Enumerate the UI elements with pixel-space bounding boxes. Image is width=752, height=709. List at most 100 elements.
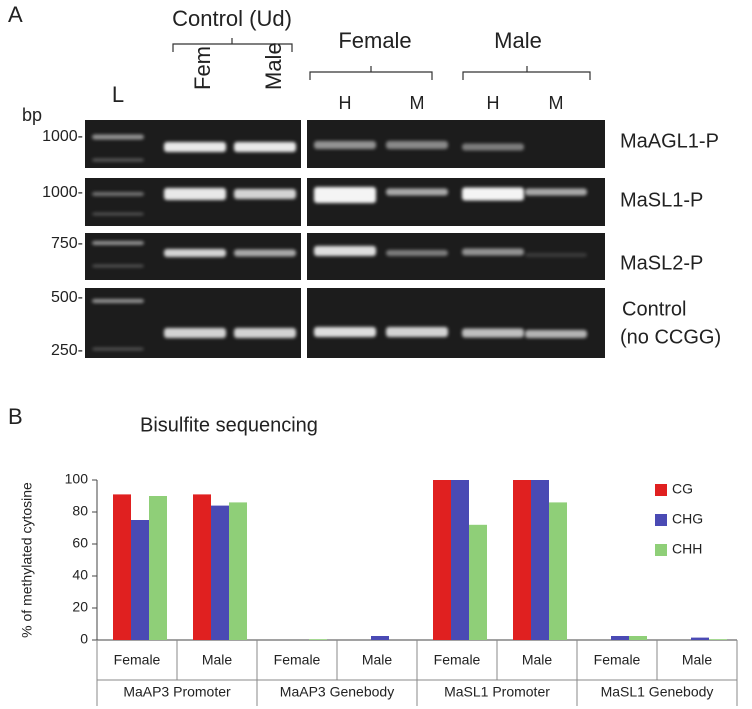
gel-band [314,246,376,256]
gel-band [92,192,144,196]
y-tick-label: 60 [72,535,88,551]
gel-band [386,141,448,149]
bar [611,636,629,640]
gel-band [234,328,296,338]
lane-label: Fem [190,46,215,90]
group-label: Control (Ud) [172,6,292,31]
lane-label: L [112,82,124,107]
size-marker: 750- [51,235,83,252]
size-marker: 1000- [42,184,83,201]
gel-lane-block [307,288,605,358]
row-label: Control [622,298,686,320]
gel-band [525,253,587,257]
group-label: MaSL1 Promoter [444,684,550,700]
lane-label: Male [261,42,286,90]
bar [131,520,149,640]
bar [193,494,211,640]
gel-band [462,143,524,151]
gel-band [386,250,448,256]
y-tick-label: 0 [80,631,88,647]
gel-lane-block [85,178,301,226]
y-tick-label: 100 [65,471,89,487]
gel-band [462,248,524,256]
gel-band [314,187,376,203]
group-label: MaAP3 Promoter [123,684,231,700]
gel-band [386,327,448,337]
bar [629,636,647,640]
chart-title: Bisulfite sequencing [140,414,318,436]
x-tick-label: Male [362,652,393,668]
brackets [172,38,591,80]
x-tick-label: Female [434,652,481,668]
x-tick-label: Male [522,652,553,668]
bar [531,480,549,640]
chart: 0 20 40 60 80 100 Female Male Female Male Female Ma… [65,471,738,706]
lane-label: H [339,93,352,113]
row-label: (no CCGG) [620,326,721,348]
bar [513,480,531,640]
gel-band [92,264,144,268]
x-tick-label: Male [202,652,233,668]
bar [691,637,709,640]
bar [433,480,451,640]
x-tick-label: Male [682,652,713,668]
bar [709,639,727,640]
y-tick-label: 80 [72,503,88,519]
lane-label: M [549,93,564,113]
bar [211,505,229,640]
legend-swatch [655,544,667,556]
legend-label: CG [672,481,693,497]
y-axis-label: % of methylated cytosine [19,482,35,638]
gel-band [314,141,376,149]
gel-band [525,188,587,196]
size-marker: 1000- [42,128,83,145]
bar [469,524,487,640]
y-tick-label: 40 [72,567,88,583]
gel-band [92,347,144,351]
gel-band [234,142,296,152]
gel-band [92,241,144,245]
bar [149,496,167,640]
row-label: MaAGL1-P [620,130,719,152]
gel-band [314,327,376,337]
bar [451,480,469,640]
bar [549,502,567,640]
bar [309,639,327,640]
gel-band [234,249,296,257]
size-marker: 500- [51,289,83,306]
x-tick-label: Female [114,652,161,668]
unit-label: bp [22,105,42,125]
lane-label: H [487,93,500,113]
gel-image [85,120,605,358]
row-label: MaSL2-P [620,252,703,274]
gel-band [164,328,226,338]
gel-band [462,187,524,201]
gel-band [92,212,144,216]
gel-band [92,299,144,303]
bar [113,494,131,640]
group-label: Female [338,28,411,53]
gel-band [525,330,587,338]
gel-band [164,142,226,152]
gel-band [164,249,226,257]
x-tick-label: Female [594,652,641,668]
bar [229,502,247,640]
gel-band [386,188,448,196]
gel-band [462,328,524,338]
row-label: MaSL1-P [620,189,703,211]
y-tick-label: 20 [72,599,88,615]
legend-swatch [655,514,667,526]
bar [371,636,389,640]
group-label: MaSL1 Genebody [601,684,714,700]
gel-band [164,188,226,200]
group-label: MaAP3 Genebody [280,684,394,700]
group-label: Male [494,28,542,53]
gel-band [234,189,296,199]
gel-band [92,158,144,162]
size-marker: 250- [51,342,83,359]
x-tick-label: Female [274,652,321,668]
legend-label: CHH [672,541,702,557]
gel-band [92,134,144,140]
legend-label: CHG [672,511,703,527]
